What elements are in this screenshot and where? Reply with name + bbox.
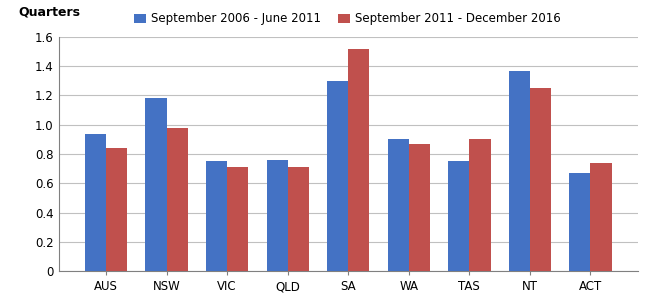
Text: Quarters: Quarters bbox=[18, 5, 80, 18]
Bar bbox=[590, 163, 612, 271]
Bar bbox=[266, 160, 288, 271]
Bar bbox=[85, 134, 106, 271]
Bar bbox=[508, 71, 530, 271]
Bar bbox=[348, 49, 370, 271]
Bar bbox=[409, 144, 430, 271]
Bar bbox=[145, 98, 167, 271]
Bar bbox=[206, 161, 227, 271]
Bar bbox=[469, 139, 491, 271]
Bar bbox=[448, 161, 469, 271]
Bar bbox=[569, 173, 590, 271]
Legend: September 2006 - June 2011, September 2011 - December 2016: September 2006 - June 2011, September 20… bbox=[134, 12, 561, 26]
Bar bbox=[288, 167, 309, 271]
Bar bbox=[106, 148, 128, 271]
Bar bbox=[327, 81, 348, 271]
Bar bbox=[167, 128, 188, 271]
Bar bbox=[387, 139, 409, 271]
Bar bbox=[530, 88, 551, 271]
Bar bbox=[227, 167, 249, 271]
